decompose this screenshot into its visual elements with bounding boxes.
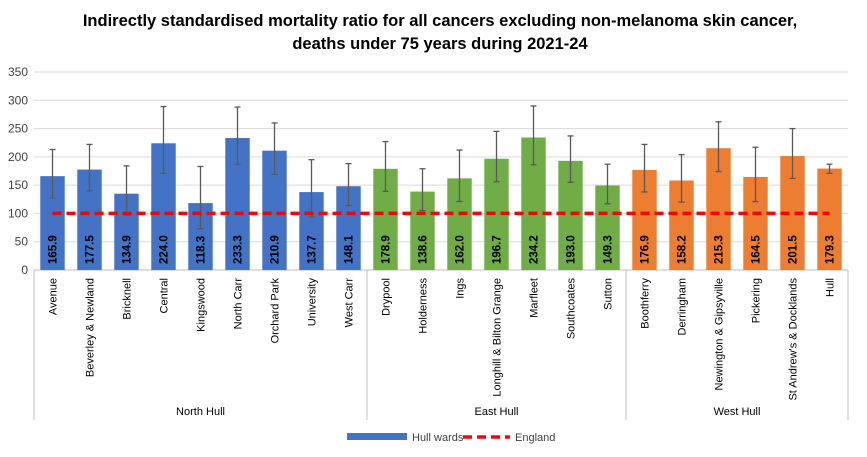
data-label: 118.3 xyxy=(196,236,208,264)
data-label: 165.9 xyxy=(48,235,60,264)
x-tick-label: Holderness xyxy=(418,278,430,334)
data-label: 178.9 xyxy=(381,235,393,264)
data-label: 234.2 xyxy=(529,235,541,264)
x-tick-label: University xyxy=(307,278,319,327)
y-tick-label: 50 xyxy=(15,235,29,249)
x-tick-label: Hull xyxy=(825,278,837,297)
data-label: 138.6 xyxy=(418,235,430,264)
x-tick-label: Marfleet xyxy=(529,278,541,318)
data-label: 210.9 xyxy=(270,235,282,264)
y-tick-label: 0 xyxy=(21,263,28,277)
data-label: 177.5 xyxy=(85,235,97,264)
x-tick-label: Central xyxy=(159,278,171,313)
data-label: 233.3 xyxy=(233,235,245,264)
data-label: 158.2 xyxy=(677,235,689,264)
x-tick-label: Ings xyxy=(455,278,467,299)
data-label: 176.9 xyxy=(640,235,652,264)
legend-label-hull-wards: Hull wards xyxy=(412,432,464,444)
group-label: West Hull xyxy=(714,406,761,418)
x-tick-label: Sutton xyxy=(603,278,615,310)
x-tick-label: Drypool xyxy=(381,278,393,316)
data-label: 134.9 xyxy=(122,235,134,264)
x-tick-label: Longhill & Bilton Grange xyxy=(492,278,504,397)
legend-label-england: England xyxy=(515,432,555,444)
data-label: 162.0 xyxy=(455,235,467,264)
data-label: 179.3 xyxy=(825,235,837,264)
y-tick-label: 250 xyxy=(8,122,28,136)
y-tick-label: 150 xyxy=(8,178,28,192)
y-tick-label: 200 xyxy=(8,150,28,164)
data-label: 224.0 xyxy=(159,235,171,264)
bar xyxy=(817,168,842,270)
x-tick-label: Kingswood xyxy=(196,278,208,332)
y-tick-label: 350 xyxy=(8,65,28,79)
chart-title: Indirectly standardised mortality ratio … xyxy=(82,12,798,53)
x-tick-label: Pickering xyxy=(751,278,763,323)
data-label: 137.7 xyxy=(307,235,319,264)
data-label: 148.1 xyxy=(344,235,356,264)
data-label: 193.0 xyxy=(566,235,578,264)
x-tick-label: Newington & Gipsyville xyxy=(714,278,726,391)
group-label: East Hull xyxy=(474,406,518,418)
x-tick-label: Bricknell xyxy=(122,278,134,320)
x-tick-label: St Andrew's & Docklands xyxy=(788,278,800,401)
data-label: 201.5 xyxy=(788,235,800,264)
data-label: 215.3 xyxy=(714,235,726,264)
x-tick-label: West Carr xyxy=(344,278,356,328)
legend-swatch-hull-wards xyxy=(347,433,407,440)
y-tick-label: 100 xyxy=(8,206,28,220)
x-tick-label: Avenue xyxy=(48,278,60,315)
data-label: 164.5 xyxy=(751,235,763,264)
x-tick-label: Southcoates xyxy=(566,278,578,340)
x-tick-label: Derringham xyxy=(677,278,689,335)
data-label: 196.7 xyxy=(492,235,504,264)
x-tick-label: Boothferry xyxy=(640,278,652,329)
group-label: North Hull xyxy=(176,406,225,418)
x-tick-label: Orchard Park xyxy=(270,278,282,344)
x-tick-label: North Carr xyxy=(233,278,245,330)
x-tick-label: Beverley & Newland xyxy=(85,278,97,377)
y-tick-label: 300 xyxy=(8,93,28,107)
data-label: 149.3 xyxy=(603,235,615,264)
